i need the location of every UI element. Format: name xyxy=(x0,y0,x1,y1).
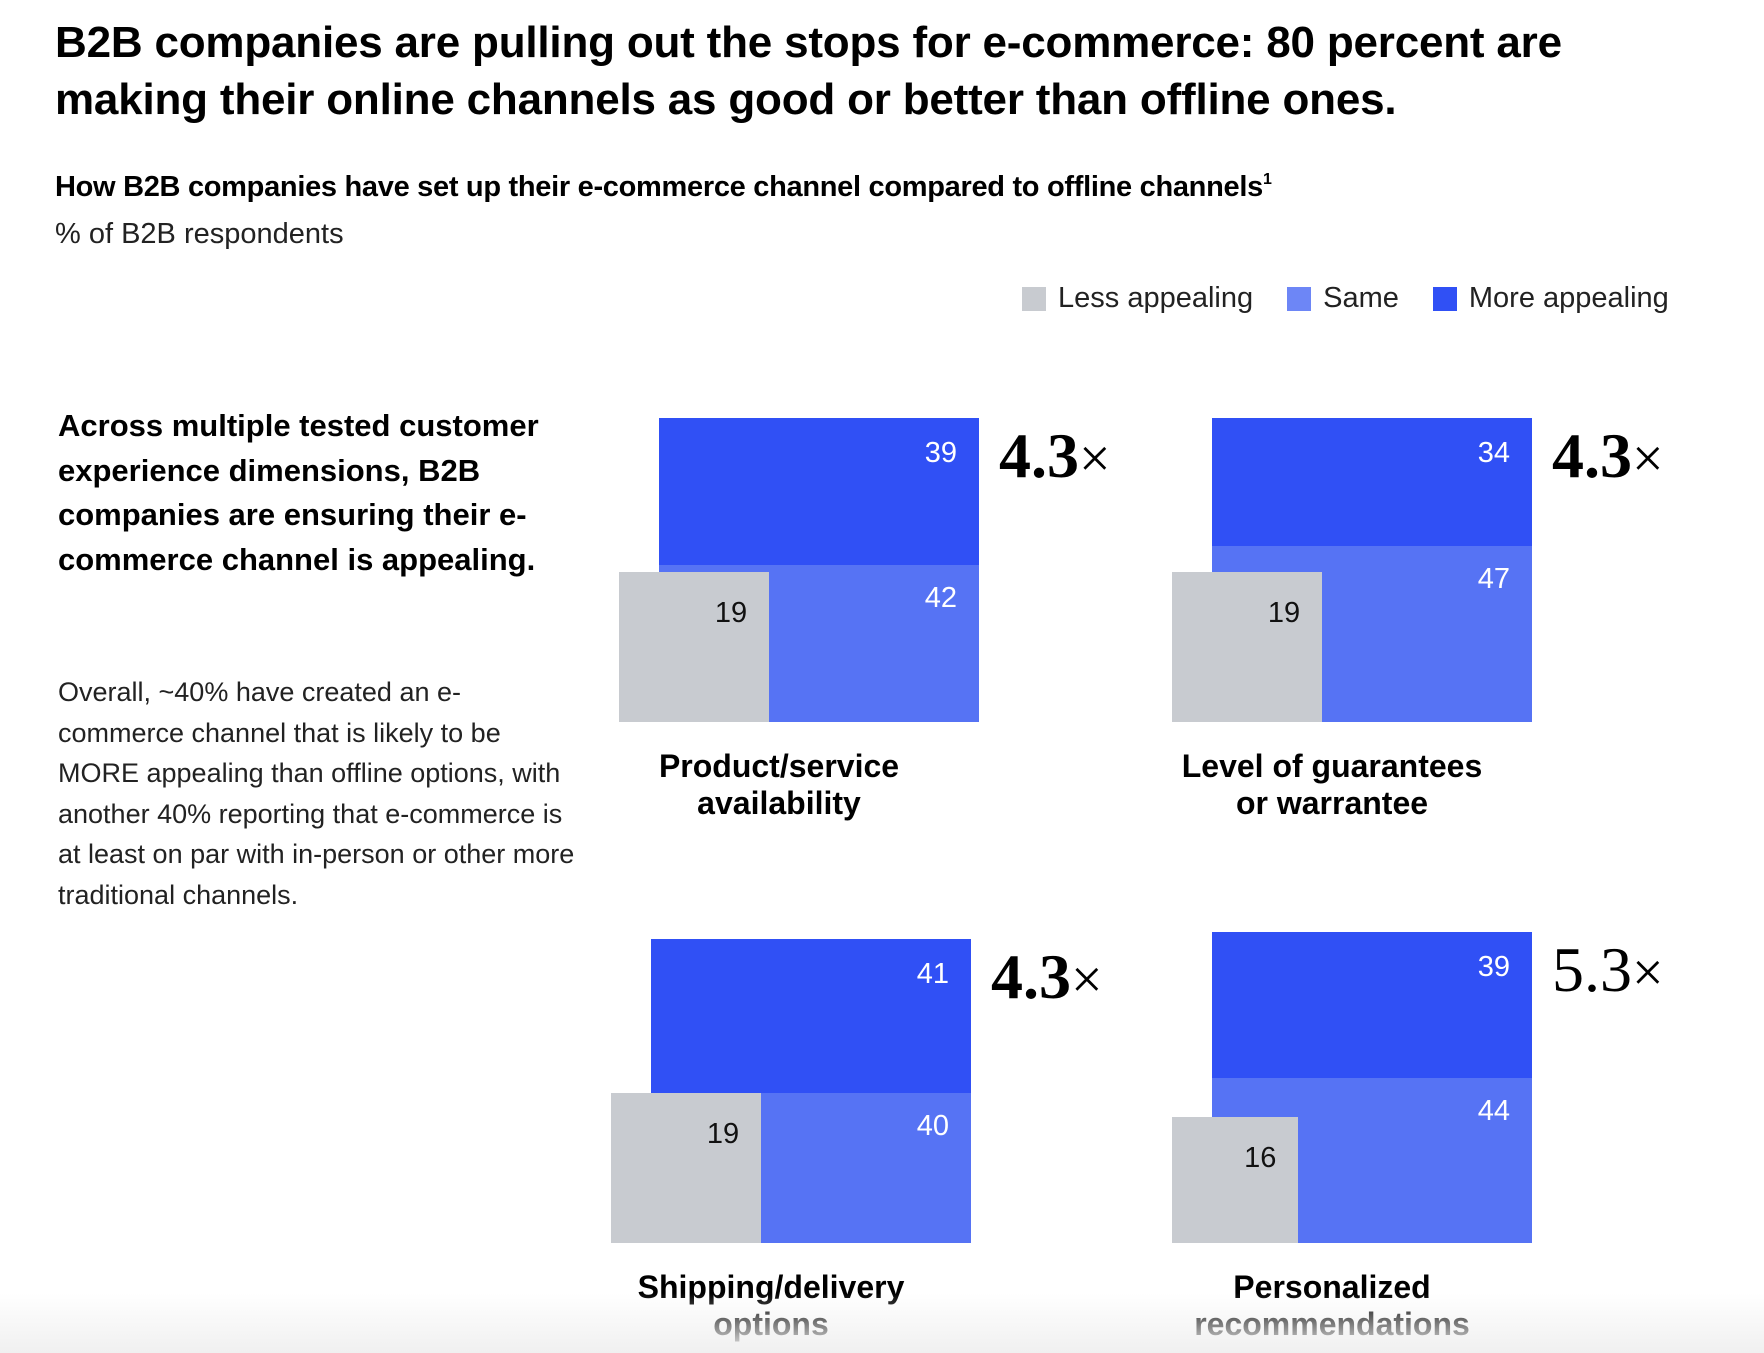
legend-label-less: Less appealing xyxy=(1058,282,1254,314)
multiplier-label: 4.3× xyxy=(1552,424,1664,491)
category-label-line: availability xyxy=(697,785,861,821)
bar-less-appealing xyxy=(611,1092,762,1243)
value-label-more: 34 xyxy=(1477,437,1510,470)
value-label-less: 19 xyxy=(714,596,748,629)
subtitle-text: How B2B companies have set up their e-co… xyxy=(55,171,1263,203)
bar-more-appealing xyxy=(659,418,979,565)
multiplier-times-icon: × xyxy=(1632,941,1664,1004)
multiplier-value: 4.3 xyxy=(991,941,1071,1013)
category-label: Product/service availability xyxy=(579,748,979,822)
legend-label-same: Same xyxy=(1323,282,1399,314)
value-label-less: 16 xyxy=(1244,1141,1277,1174)
bar-more-appealing xyxy=(651,939,971,1093)
category-label-line: options xyxy=(713,1306,829,1342)
multiplier-times-icon: × xyxy=(1632,428,1664,491)
bar-less-appealing xyxy=(619,571,770,722)
value-label-same: 42 xyxy=(924,581,957,614)
category-label: Personalized recommendations xyxy=(1132,1269,1532,1343)
bar-more-appealing xyxy=(1212,418,1532,546)
multiplier-times-icon: × xyxy=(1071,949,1103,1012)
bar-more-appealing xyxy=(1212,931,1532,1078)
category-label-line: Product/service xyxy=(658,748,900,784)
multiplier-times-icon: × xyxy=(1079,428,1111,491)
value-label-same: 44 xyxy=(1477,1095,1510,1127)
legend-swatch-less xyxy=(1022,286,1046,311)
value-label-same: 47 xyxy=(1477,562,1510,595)
value-label-less: 19 xyxy=(706,1117,740,1150)
chart-title: B2B companies are pulling out the stops … xyxy=(55,18,1562,124)
legend-item-same: Same xyxy=(1287,282,1399,315)
bar-less-appealing xyxy=(1172,571,1323,722)
legend-label-more: More appealing xyxy=(1468,282,1669,314)
multiplier-label: 4.3× xyxy=(991,945,1103,1012)
category-label-line: Personalized xyxy=(1233,1269,1431,1305)
legend-swatch-same xyxy=(1287,286,1312,311)
category-label-line: or warrantee xyxy=(1235,785,1429,821)
legend-item-more: More appealing xyxy=(1432,282,1669,315)
value-label-more: 39 xyxy=(924,437,957,470)
multiplier-value: 5.3 xyxy=(1552,933,1632,1005)
legend: Less appealing Same More appealing xyxy=(1022,282,1669,315)
multiplier-value: 4.3 xyxy=(999,420,1079,492)
legend-swatch-more xyxy=(1432,286,1457,311)
footnote-marker: 1 xyxy=(1262,171,1272,188)
category-label-line: Level of guarantees xyxy=(1181,748,1483,784)
sidebar-lead: Across multiple tested customer experien… xyxy=(58,408,539,577)
chart-subtitle: How B2B companies have set up their e-co… xyxy=(55,162,1272,205)
category-label: Level of guarantees or warrantee xyxy=(1132,748,1532,822)
category-label: Shipping/delivery options xyxy=(571,1269,971,1343)
value-label-more: 41 xyxy=(916,958,949,991)
legend-item-less: Less appealing xyxy=(1022,282,1253,315)
category-label-line: Shipping/delivery xyxy=(637,1269,905,1305)
multiplier-value: 4.3 xyxy=(1552,420,1632,492)
value-label-same: 40 xyxy=(916,1110,949,1142)
multiplier-label: 5.3× xyxy=(1552,937,1664,1005)
value-label-less: 19 xyxy=(1267,596,1301,629)
sidebar-body: Overall, ~40% have created an e-commerce… xyxy=(58,677,575,910)
bar-less-appealing xyxy=(1172,1116,1299,1243)
value-label-more: 39 xyxy=(1477,950,1510,983)
multiplier-label: 4.3× xyxy=(999,424,1111,491)
unit-label: % of B2B respondents xyxy=(55,218,344,250)
category-label-line: recommendations xyxy=(1194,1306,1470,1342)
